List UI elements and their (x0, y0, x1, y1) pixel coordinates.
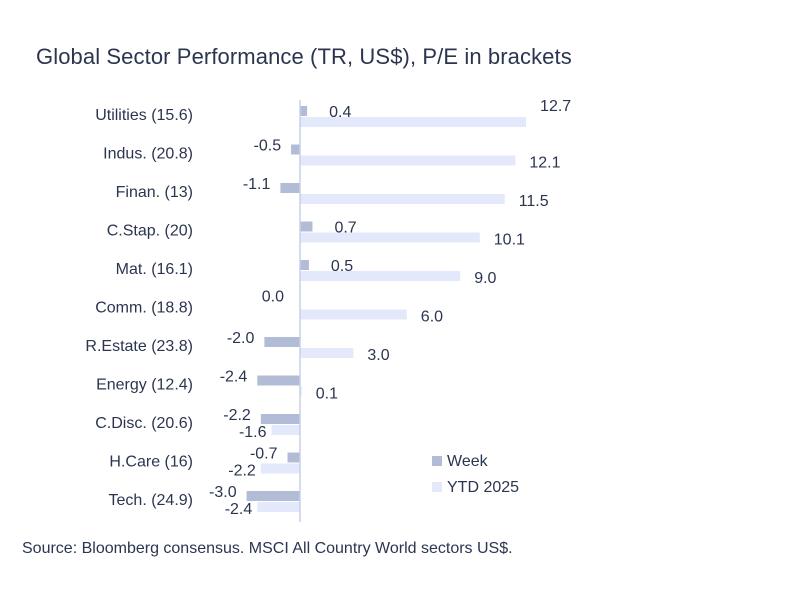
week-bar (260, 414, 300, 424)
ytd-value-label: 3.0 (367, 347, 389, 364)
week-bar (246, 491, 300, 501)
category-label: H.Care (16) (109, 454, 193, 471)
ytd-value-label: 10.1 (494, 232, 525, 249)
ytd-bar (260, 463, 300, 474)
legend-swatch-ytd (432, 482, 442, 492)
ytd-bar (300, 386, 302, 397)
ytd-value-label: 6.0 (421, 309, 443, 326)
ytd-bar (300, 155, 516, 166)
ytd-bar (300, 309, 407, 320)
ytd-bar (300, 232, 480, 243)
week-value-label: -2.0 (227, 330, 255, 347)
week-bar (264, 337, 300, 347)
week-bar (287, 452, 300, 463)
category-label: Utilities (15.6) (95, 107, 193, 124)
week-value-label: -3.0 (209, 484, 237, 501)
week-value-label: -0.7 (250, 446, 278, 463)
week-bar (300, 221, 313, 232)
ytd-value-label: -2.2 (228, 463, 256, 480)
category-label: C.Disc. (20.6) (95, 415, 193, 432)
week-bar (291, 144, 300, 155)
legend-label-ytd: YTD 2025 (447, 479, 519, 496)
week-bar (300, 106, 308, 116)
ytd-bar (300, 194, 505, 204)
week-value-label: -1.1 (243, 176, 271, 193)
ytd-bar (300, 271, 461, 281)
week-bar (280, 183, 300, 193)
ytd-value-label: 12.7 (540, 98, 571, 115)
chart-title: Global Sector Performance (TR, US$), P/E… (36, 44, 572, 69)
ytd-bar (300, 117, 527, 127)
category-label: R.Estate (23.8) (85, 338, 193, 355)
week-value-label: -2.4 (220, 369, 248, 386)
category-label: Indus. (20.8) (103, 146, 193, 163)
week-value-label: 0.5 (331, 258, 353, 275)
category-label: Tech. (24.9) (109, 492, 193, 509)
legend-swatch-week (432, 456, 442, 466)
ytd-value-label: 0.1 (316, 386, 338, 403)
category-label: Finan. (13) (116, 184, 193, 201)
ytd-value-label: 9.0 (474, 270, 496, 287)
week-value-label: 0.7 (334, 220, 356, 237)
week-value-label: -2.2 (223, 407, 251, 424)
category-label: Mat. (16.1) (116, 261, 193, 278)
category-label: Energy (12.4) (96, 377, 193, 394)
week-bar (300, 260, 309, 270)
week-value-label: 0.4 (329, 104, 351, 121)
bar-chart: Utilities (15.6) 0.4 12.7 Indus. (20.8) -0.5… (85, 98, 571, 522)
legend-label-week: Week (447, 453, 489, 470)
ytd-value-label: -2.4 (225, 501, 253, 518)
week-value-label: 0.0 (262, 289, 284, 306)
ytd-bar (271, 425, 300, 435)
ytd-value-label: -1.6 (239, 424, 267, 441)
ytd-value-label: 11.5 (519, 193, 549, 210)
ytd-value-label: 12.1 (529, 155, 560, 172)
source-note: Source: Bloomberg consensus. MSCI All Co… (22, 540, 513, 557)
category-label: Comm. (18.8) (95, 300, 193, 317)
ytd-bar (300, 348, 354, 358)
week-bar (257, 375, 300, 386)
week-value-label: -0.5 (254, 138, 282, 155)
ytd-bar (257, 502, 300, 512)
category-label: C.Stap. (20) (107, 223, 193, 240)
